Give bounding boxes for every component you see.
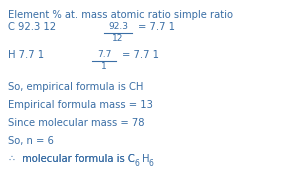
Text: So, n = 6: So, n = 6 <box>8 136 54 146</box>
Text: 7.7: 7.7 <box>97 50 111 59</box>
Text: ∴: ∴ <box>8 154 14 163</box>
Text: 1: 1 <box>101 62 107 71</box>
Text: 92.3: 92.3 <box>108 22 128 31</box>
Text: = 7.7 1: = 7.7 1 <box>122 50 159 60</box>
Text: molecular formula is C: molecular formula is C <box>19 154 135 164</box>
Text: molecular formula is C: molecular formula is C <box>19 154 135 164</box>
Text: Element % at. mass atomic ratio simple ratio: Element % at. mass atomic ratio simple r… <box>8 10 233 20</box>
Text: 6: 6 <box>135 159 140 168</box>
Text: H: H <box>142 154 149 164</box>
Text: So, empirical formula is CH: So, empirical formula is CH <box>8 82 143 92</box>
Text: 12: 12 <box>112 34 124 43</box>
Text: Since molecular mass = 78: Since molecular mass = 78 <box>8 118 144 128</box>
Text: = 7.7 1: = 7.7 1 <box>138 22 175 32</box>
Text: H 7.7 1: H 7.7 1 <box>8 50 44 60</box>
Text: 6: 6 <box>149 159 154 168</box>
Text: Empirical formula mass = 13: Empirical formula mass = 13 <box>8 100 153 110</box>
Text: C 92.3 12: C 92.3 12 <box>8 22 56 32</box>
